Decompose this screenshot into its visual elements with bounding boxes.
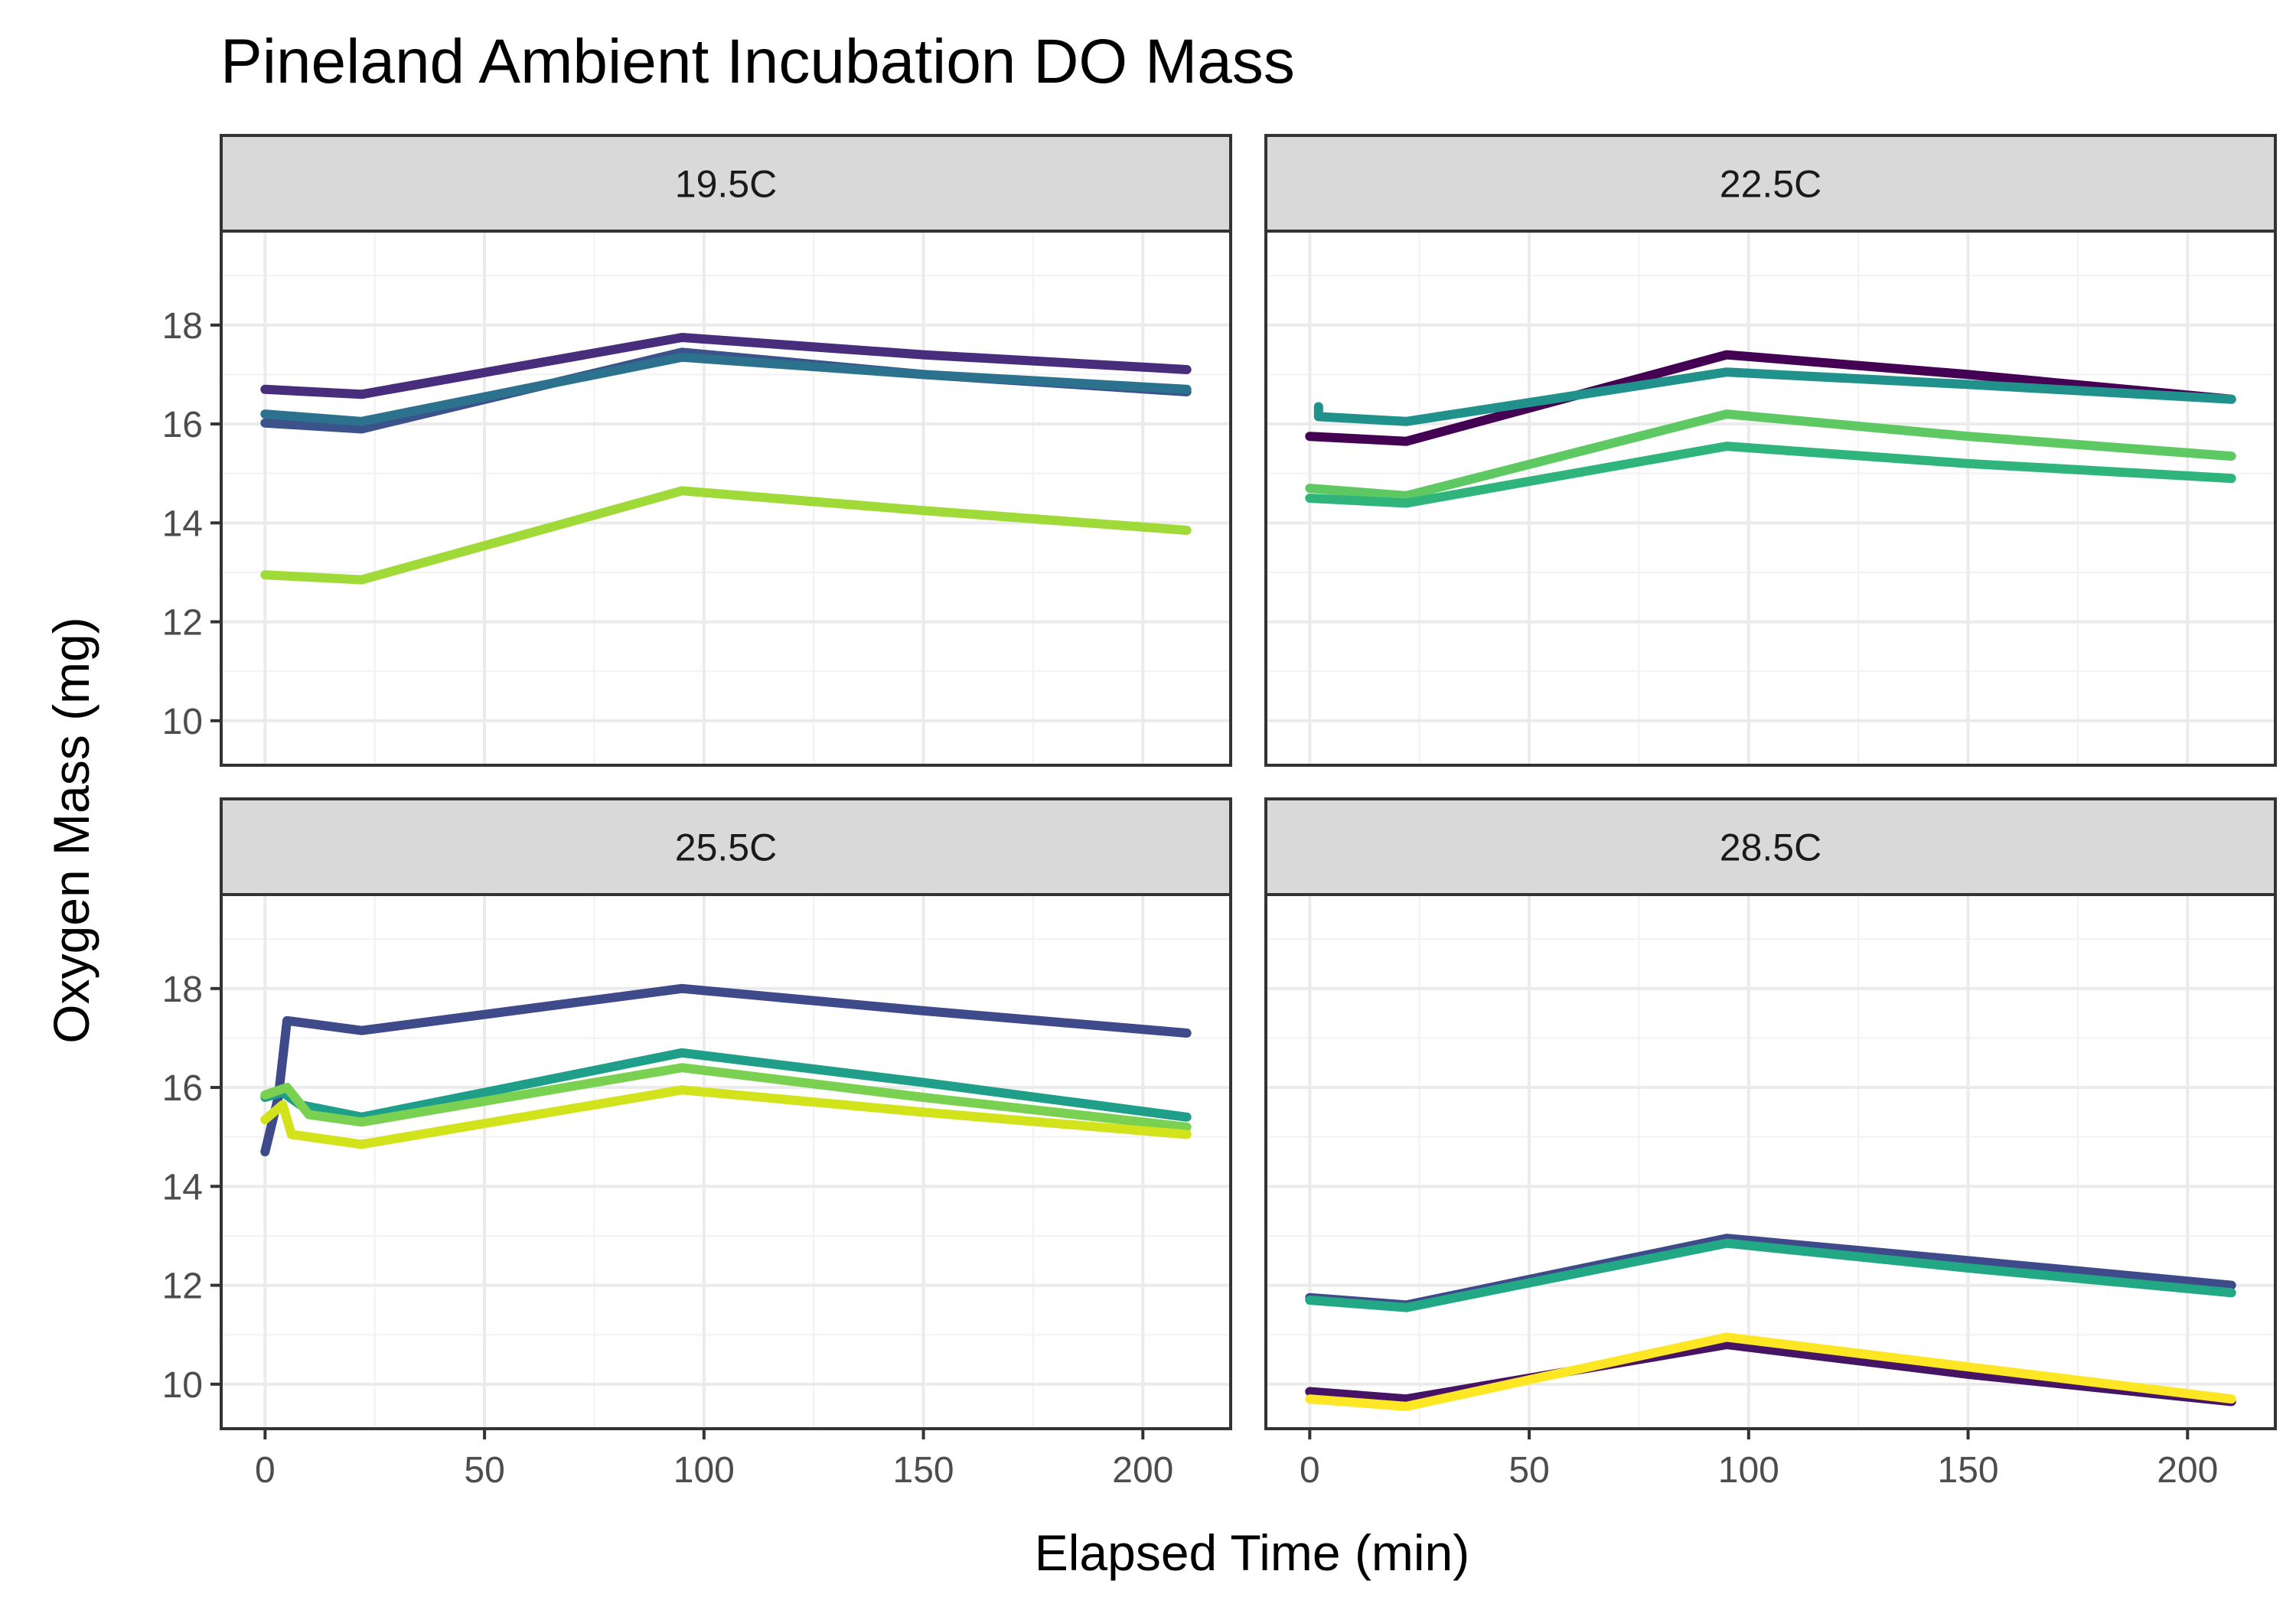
facet-strip	[220, 134, 1232, 233]
series-line-25-5c-4	[260, 1085, 1192, 1149]
x-axis-title: Elapsed Time (min)	[1035, 1524, 1470, 1581]
panel-28-5c: 28.5C 0 50 100 150 200	[1264, 797, 2277, 1491]
series-line-19-5c-1	[260, 333, 1192, 399]
series-line-28-5c-2	[1305, 1238, 2236, 1312]
facet-strip-label: 22.5C	[1720, 163, 1821, 206]
panel-22-5c: 22.5C	[1264, 134, 2277, 767]
x-tick-label: 0	[255, 1450, 276, 1491]
y-tick-label: 12	[162, 1266, 203, 1307]
y-tick-label: 12	[162, 603, 203, 644]
x-tick-label: 50	[1508, 1450, 1549, 1491]
facet-strip	[1264, 797, 2277, 896]
y-tick-label: 14	[162, 1167, 203, 1208]
y-tick-label: 10	[162, 702, 203, 742]
series-line-22-5c-4	[1305, 442, 2236, 508]
facet-strip	[1264, 134, 2277, 233]
panel-25-5c: 25.5C 10 12 14 16 18 0 50 100 150 200	[162, 797, 1232, 1491]
facet-strip	[220, 797, 1232, 896]
series-line-22-5c-2	[1313, 367, 2236, 426]
y-tick-label: 10	[162, 1365, 203, 1406]
x-tick-label: 50	[464, 1450, 504, 1491]
x-tick-label: 150	[893, 1450, 954, 1491]
facet-strip-label: 19.5C	[675, 163, 777, 206]
x-tick-label: 0	[1300, 1450, 1320, 1491]
x-tick-label: 100	[1718, 1450, 1779, 1491]
series-line-22-5c-3	[1305, 409, 2236, 500]
series-line-28-5c-3	[1305, 1340, 2236, 1407]
x-tick-label: 200	[2157, 1450, 2218, 1491]
x-tick-label: 100	[673, 1450, 735, 1491]
series-line-19-5c-4	[260, 486, 1192, 585]
y-tick-label: 16	[162, 1068, 203, 1109]
series-line-25-5c-3	[260, 1063, 1192, 1132]
x-tick-label: 200	[1112, 1450, 1173, 1491]
y-tick-label: 18	[162, 970, 203, 1010]
y-tick-label: 18	[162, 306, 203, 347]
y-tick-label: 16	[162, 405, 203, 445]
y-tick-label: 14	[162, 504, 203, 544]
facet-strip-label: 25.5C	[675, 826, 777, 869]
series-line-28-5c-4	[1305, 1332, 2236, 1411]
panels: 19.5C 10 12 14 16 18 22.5C 25.5C 10 12 14 16 18 0 50 10…	[162, 134, 2277, 1491]
facet-strip-label: 28.5C	[1720, 826, 1821, 869]
chart-title: Pineland Ambient Incubation DO Mass	[220, 27, 1295, 96]
panel-19-5c: 19.5C 10 12 14 16 18	[162, 134, 1232, 767]
x-tick-label: 150	[1938, 1450, 1999, 1491]
series-line-22-5c-1	[1305, 350, 2236, 446]
series-line-19-5c-3	[260, 352, 1192, 426]
y-axis-title: Oxygen Mass (mg)	[43, 617, 99, 1043]
